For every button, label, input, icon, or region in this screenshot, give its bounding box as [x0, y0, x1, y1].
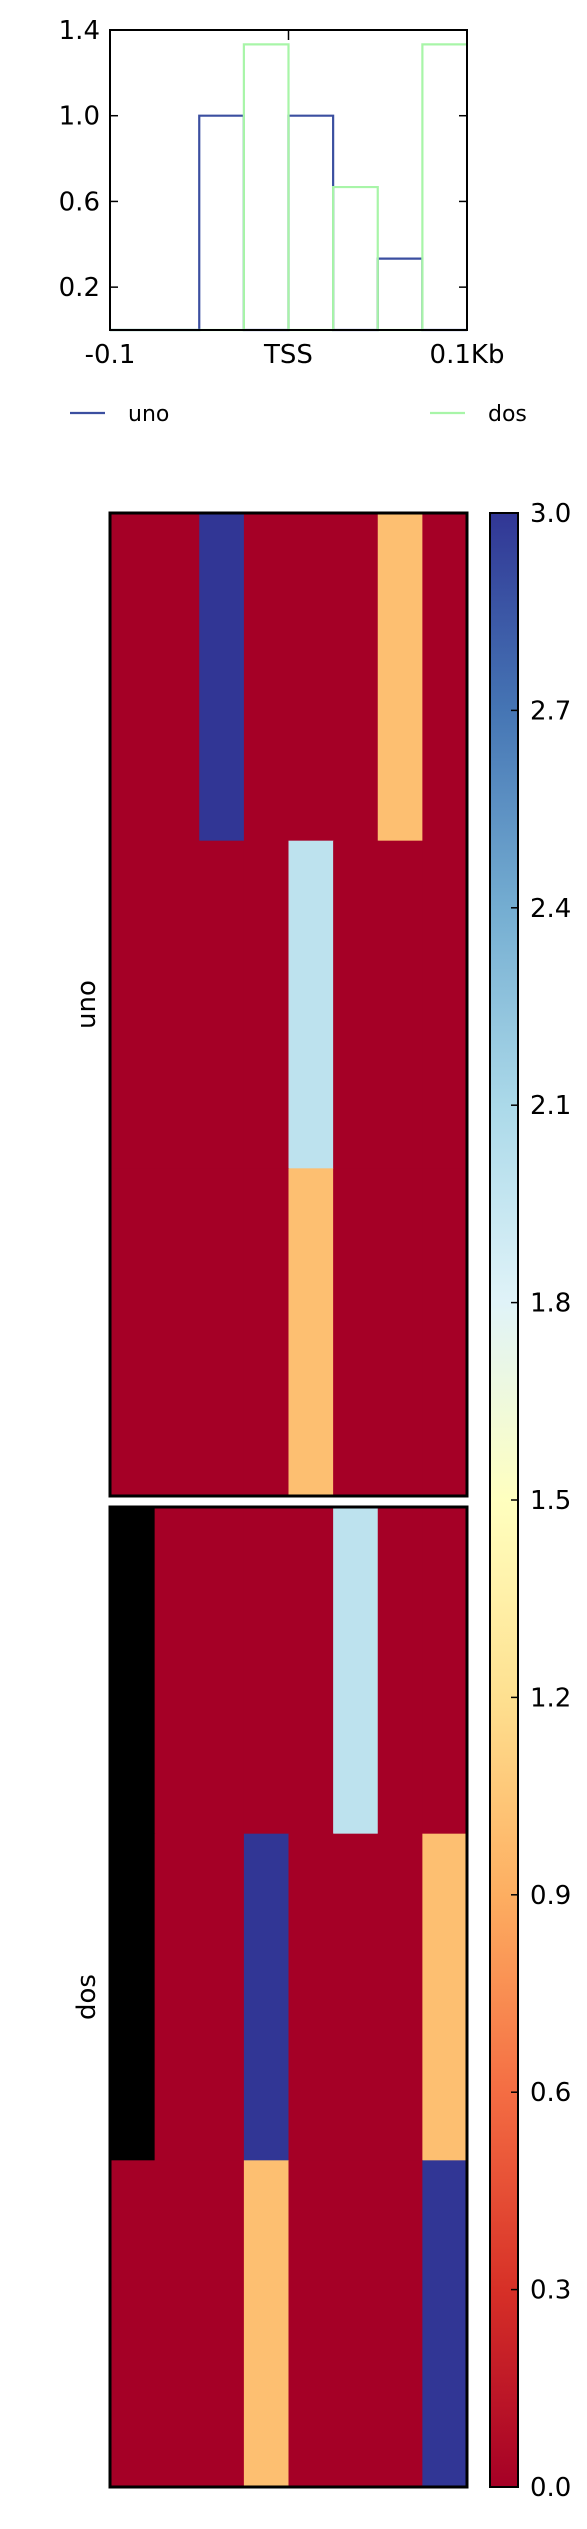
colorbar: 3.0 2.7 2.4 2.1 1.8 1.5 1.2 0.9 0.6 0.3 0.0 [489, 499, 571, 2503]
heatmap-cell [377, 1833, 423, 2161]
heatmap-cell [110, 1507, 156, 1835]
heatmap-cell [288, 2160, 334, 2488]
x-tick-label: TSS [263, 340, 313, 370]
heatmap-cell [422, 2160, 468, 2488]
heatmap-cell [377, 1507, 423, 1835]
heatmap-cell [422, 1168, 468, 1497]
x-tick-label: 0.1Kb [430, 340, 505, 370]
heatmap-cell [377, 513, 423, 842]
profile-legend: uno dos [70, 402, 527, 427]
heatmap-uno: uno [72, 511, 469, 1498]
heatmap-cell [333, 513, 379, 842]
legend-label-dos: dos [488, 402, 527, 427]
heatmap-cell [243, 840, 290, 1169]
heatmap-group-label: uno [72, 980, 102, 1029]
heatmap-cell [422, 840, 468, 1169]
heatmap-group-label: dos [72, 1974, 102, 2020]
heatmap-cell [288, 513, 334, 842]
heatmap-cell [199, 1168, 245, 1497]
heatmap-dos: dos [72, 1505, 469, 2489]
colorbar-tick-label: 2.4 [530, 894, 571, 924]
heatmap-cell [333, 1507, 379, 1835]
colorbar-tick-label: 3.0 [530, 499, 571, 529]
heatmap-cell [154, 840, 200, 1169]
heatmap-cell [110, 513, 156, 842]
heatmap-cell [333, 1168, 379, 1497]
y-tick-label: 1.4 [59, 16, 100, 46]
heatmap-cell [199, 513, 245, 842]
heatmap-cell [377, 840, 423, 1169]
series-line-dos [110, 43, 467, 332]
colorbar-tick-label: 0.9 [530, 1881, 571, 1911]
heatmap-frame [108, 511, 469, 1498]
profile-lines [110, 43, 467, 332]
y-tick-label: 0.2 [59, 273, 100, 303]
heatmap-cell [110, 1168, 156, 1497]
heatmaps: uno dos [72, 511, 469, 2489]
colorbar-tick-label: 0.6 [530, 2078, 571, 2108]
heatmap-cell [422, 1507, 468, 1835]
heatmap-cell [333, 1833, 379, 2161]
heatmap-cell [377, 2160, 423, 2488]
heatmap-cell [154, 1168, 200, 1497]
heatmap-cell [377, 1168, 423, 1497]
heatmap-cell [154, 1833, 200, 2161]
colorbar-tick-label: 2.1 [530, 1091, 571, 1121]
heatmap-cell [199, 1507, 245, 1835]
heatmap-cell [422, 1833, 468, 2161]
heatmap-cell [333, 840, 379, 1169]
heatmap-cell [243, 2160, 290, 2488]
colorbar-tick-label: 1.8 [530, 1289, 571, 1319]
colorbar-tick-label: 0.3 [530, 2276, 571, 2306]
heatmap-cell [154, 1507, 200, 1835]
profile-ticks: 0.2 0.6 1.0 1.4 -0.1 TSS 0.1Kb [59, 16, 505, 370]
heatmap-cell [288, 840, 334, 1169]
heatmap-cell [154, 513, 200, 842]
heatmap-cell [199, 1833, 245, 2161]
heatmap-cell [110, 840, 156, 1169]
heatmap-cell [199, 840, 245, 1169]
colorbar-ticks: 3.0 2.7 2.4 2.1 1.8 1.5 1.2 0.9 0.6 0.3 0.0 [511, 499, 571, 2503]
colorbar-tick-label: 1.2 [530, 1683, 571, 1713]
heatmap-cell [243, 1168, 290, 1497]
heatmap-frame [108, 1505, 469, 2489]
y-tick-label: 1.0 [59, 102, 100, 132]
heatmap-cell [110, 2160, 156, 2488]
y-tick-label: 0.6 [59, 187, 100, 217]
colorbar-tick-label: 1.5 [530, 1486, 571, 1516]
heatmap-cell [333, 2160, 379, 2488]
heatmap-cell [199, 2160, 245, 2488]
heatmap-cell [288, 1833, 334, 2161]
heatmap-cell [288, 1507, 334, 1835]
heatmap-cell [110, 1833, 156, 2161]
legend-label-uno: uno [128, 402, 169, 427]
heatmap-cell [288, 1168, 334, 1497]
heatmap-cell [154, 2160, 200, 2488]
heatmap-cell [243, 1507, 290, 1835]
colorbar-tick-label: 0.0 [530, 2473, 571, 2503]
heatmap-cell [243, 1833, 290, 2161]
heatmap-cell [422, 513, 468, 842]
heatmap-cell [243, 513, 290, 842]
profile-plot: 0.2 0.6 1.0 1.4 -0.1 TSS 0.1Kb uno dos [59, 16, 527, 427]
colorbar-tick-label: 2.7 [530, 696, 571, 726]
x-tick-label: -0.1 [85, 340, 136, 370]
